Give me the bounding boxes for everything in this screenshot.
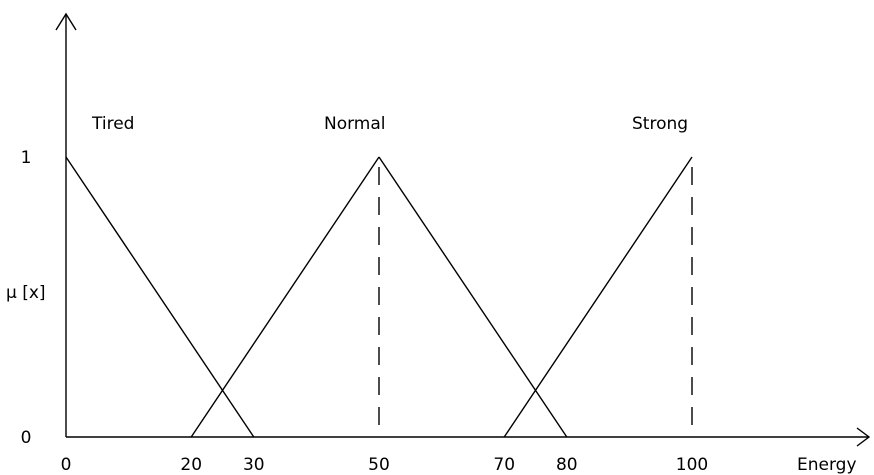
x-tick-label-80: 80 — [556, 455, 578, 475]
series-normal-segment-0 — [190, 156, 380, 438]
series-label-normal: Normal — [324, 114, 386, 134]
x-tick-label-50: 50 — [368, 455, 390, 475]
x-tick-label-70: 70 — [493, 455, 515, 475]
x-tick-label-30: 30 — [243, 455, 265, 475]
x-tick-label-100: 100 — [676, 455, 708, 475]
y-tick-label-0: 0 — [21, 428, 32, 448]
x-tick-label-0: 0 — [61, 455, 72, 475]
series-tired-segment-0 — [65, 156, 255, 438]
axes — [55, 12, 871, 447]
membership-functions — [65, 156, 693, 438]
labels: 0 20 30 50 70 80 100 0 1 μ [x] Energy Tired Normal St… — [6, 114, 857, 475]
series-normal-segment-1 — [378, 156, 568, 438]
series-label-strong: Strong — [632, 114, 688, 134]
y-axis-label: μ [x] — [6, 283, 46, 303]
series-label-tired: Tired — [91, 114, 134, 134]
x-tick-label-20: 20 — [180, 455, 202, 475]
series-strong-segment-0 — [503, 156, 693, 438]
x-axis-label: Energy — [797, 455, 857, 475]
y-axis-arrow-icon — [55, 12, 77, 31]
y-tick-label-1: 1 — [21, 148, 32, 168]
x-axis-arrow-icon — [856, 427, 871, 447]
